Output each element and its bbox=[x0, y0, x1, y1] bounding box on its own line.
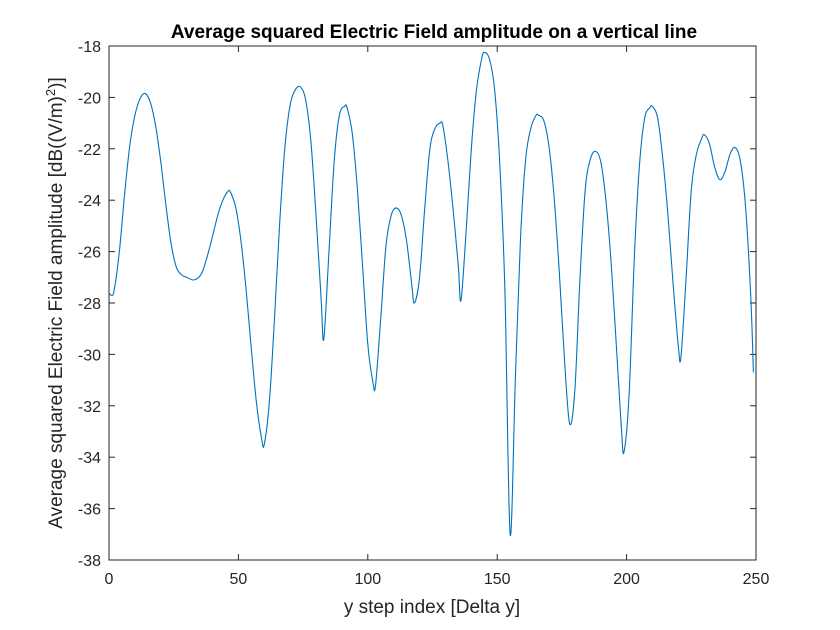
chart-title: Average squared Electric Field amplitude… bbox=[171, 22, 697, 43]
y-tick-label: -22 bbox=[78, 142, 101, 159]
y-axis-label-tail: )] bbox=[46, 77, 67, 89]
x-tick-label: 0 bbox=[105, 571, 114, 588]
series-line bbox=[108, 51, 754, 536]
y-tick-label: -24 bbox=[78, 193, 101, 210]
y-tick-label: -34 bbox=[78, 450, 101, 467]
y-tick-label: -28 bbox=[78, 296, 101, 313]
x-axis-label: y step index [Delta y] bbox=[344, 597, 520, 618]
plot-area: 0 50 100 150 200 250 -38 -36 -34 -32 -30 -28 -26 -24… bbox=[78, 39, 770, 588]
series-group bbox=[108, 51, 754, 536]
x-tick-label: 200 bbox=[613, 571, 640, 588]
y-tick-label: -30 bbox=[78, 347, 101, 364]
y-axis-label-main: Average squared Electric Field amplitude… bbox=[46, 96, 67, 529]
y-tick-label: -20 bbox=[78, 90, 101, 107]
y-tick-label: -26 bbox=[78, 245, 101, 262]
x-tick-label: 150 bbox=[484, 571, 511, 588]
x-tick-label: 100 bbox=[354, 571, 381, 588]
y-tick-label: -36 bbox=[78, 502, 101, 519]
y-tick-label: -18 bbox=[78, 39, 101, 56]
y-axis-label-sup: 2 bbox=[43, 89, 58, 96]
y-axis-label: Average squared Electric Field amplitude… bbox=[43, 77, 67, 528]
y-tick-label: -32 bbox=[78, 399, 101, 416]
x-ticks: 0 50 100 150 200 250 bbox=[105, 46, 770, 588]
x-tick-label: 250 bbox=[743, 571, 770, 588]
x-tick-label: 50 bbox=[230, 571, 248, 588]
y-tick-label: -38 bbox=[78, 553, 101, 570]
y-ticks: -38 -36 -34 -32 -30 -28 -26 -24 -22 -20 -18 bbox=[78, 39, 756, 570]
